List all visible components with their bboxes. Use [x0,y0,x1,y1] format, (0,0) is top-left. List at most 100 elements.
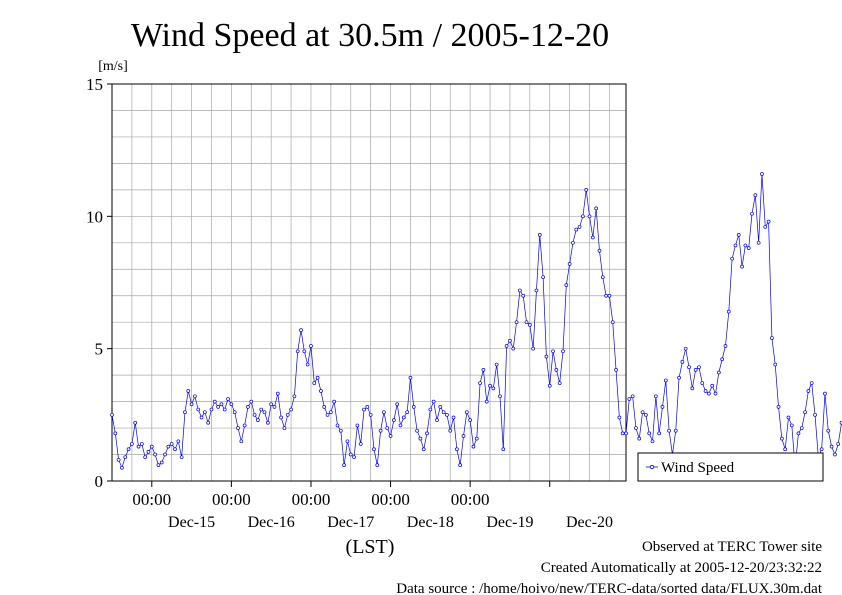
data-point [203,410,207,415]
data-point [458,463,463,467]
data-point [176,439,181,444]
data-point [415,428,419,433]
legend-label-wind-speed: Wind Speed [661,460,735,476]
data-point [173,447,177,452]
data-point [574,227,579,232]
x-time-tick-label: 00:00 [371,490,410,509]
data-point [541,275,545,280]
data-point [640,410,645,415]
data-point [146,450,151,454]
data-point [246,405,250,409]
data-point [338,428,343,433]
data-point [464,410,469,415]
data-point [653,394,658,399]
data-point [110,412,114,417]
data-point [362,407,366,412]
data-point [567,262,572,266]
data-point [471,444,476,449]
data-point [312,381,317,385]
data-point [690,386,695,391]
data-point [660,405,665,409]
data-point [342,463,346,467]
data-point [484,399,489,404]
data-point [730,256,734,261]
data-point [355,423,360,428]
data-point [547,383,552,388]
data-point [657,431,662,436]
plot-frame [111,83,627,482]
legend: Wind Speed [637,452,824,482]
data-point [358,442,363,446]
data-point [266,420,270,425]
data-point [212,399,217,404]
data-point [305,362,310,367]
data-point [534,288,539,293]
data-point [418,436,423,441]
data-point [398,423,403,428]
y-tick-label: 15 [86,75,103,94]
data-point [723,344,728,348]
data-point [789,423,794,428]
data-point [481,367,486,372]
data-point [716,370,721,375]
data-point [766,219,771,224]
data-point [411,405,416,409]
data-point [186,389,191,393]
footer-observed: Observed at TERC Tower site [642,539,822,555]
data-point [610,320,615,325]
data-point [242,423,247,428]
data-point [604,293,608,298]
data-point [736,233,741,237]
data-point [518,288,522,293]
data-point [780,436,784,441]
data-point [773,362,778,367]
data-point [634,426,638,430]
data-point [564,283,569,287]
data-point [126,447,131,452]
data-point [382,410,386,415]
data-point [667,428,671,433]
data-point [123,455,128,460]
data-point [521,293,526,298]
data-point [806,389,811,393]
data-point [697,365,701,370]
data-point [488,383,492,388]
data-point [786,415,791,420]
data-point [498,394,502,399]
data-point [375,463,380,467]
data-point [833,452,837,457]
data-point [421,447,426,452]
data-point [508,338,512,343]
data-point [474,436,479,441]
data-point [587,214,592,219]
data-point [232,410,237,415]
data-point [753,193,758,198]
data-point [829,444,834,449]
data-point [733,243,738,248]
data-point [332,399,337,404]
data-point [726,309,731,314]
data-point [405,410,409,415]
data-point [703,389,708,393]
data-point [504,344,509,348]
data-point [783,447,788,452]
data-point [700,381,705,385]
data-point [378,428,383,433]
data-point [199,415,204,420]
data-point [262,410,267,415]
legend-box [637,452,824,482]
data-point [750,211,754,216]
data-point [551,349,555,354]
data-point [455,447,459,452]
data-point [153,452,157,457]
data-point [494,362,499,367]
data-point [673,428,678,433]
data-point [401,415,406,420]
x-date-tick-label: Dec-16 [248,514,295,531]
data-point [189,402,194,407]
data-point [196,407,201,412]
data-point [760,172,764,176]
data-point [295,349,300,354]
data-point [740,264,744,269]
